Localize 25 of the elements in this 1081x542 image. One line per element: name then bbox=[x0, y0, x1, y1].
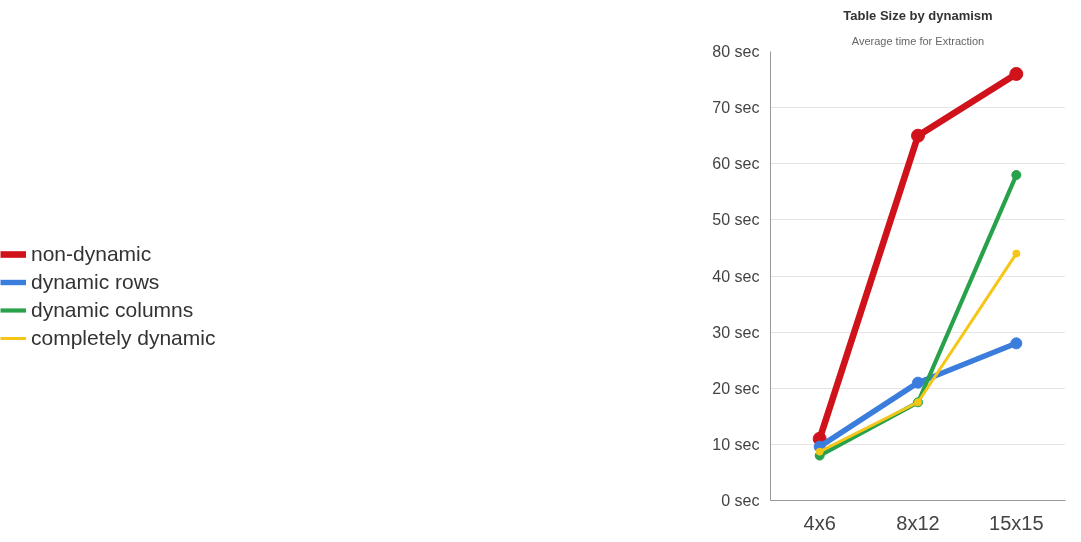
y-tick-label: 20 sec bbox=[712, 379, 760, 397]
y-tick-label: 40 sec bbox=[712, 267, 760, 285]
y-tick-label: 60 sec bbox=[712, 155, 760, 173]
legend-label: non-dynamic bbox=[31, 242, 152, 266]
x-tick-label: 8x12 bbox=[896, 511, 940, 534]
chart-subtitle: Average time for Extraction bbox=[851, 34, 985, 47]
y-tick-label: 70 sec bbox=[712, 99, 760, 117]
x-tick-label: 4x6 bbox=[803, 511, 836, 534]
y-tick-label: 50 sec bbox=[712, 211, 760, 229]
legend-label: completely dynamic bbox=[31, 326, 216, 350]
point bbox=[1009, 66, 1024, 81]
x-tick-label: 15x15 bbox=[989, 511, 1044, 534]
y-tick-label: 0 sec bbox=[721, 492, 760, 509]
legend-label: dynamic rows bbox=[31, 270, 160, 294]
y-tick-label: 80 sec bbox=[712, 43, 760, 60]
y-tick-label: 10 sec bbox=[712, 435, 760, 453]
point bbox=[1011, 169, 1022, 180]
point bbox=[1010, 337, 1023, 350]
point bbox=[1012, 249, 1021, 258]
legend-label: dynamic columns bbox=[31, 298, 194, 322]
point bbox=[912, 376, 924, 389]
chart-title: Table Size by dynamism bbox=[843, 7, 993, 23]
point bbox=[911, 128, 925, 143]
point bbox=[815, 447, 824, 456]
y-tick-label: 30 sec bbox=[712, 323, 760, 341]
